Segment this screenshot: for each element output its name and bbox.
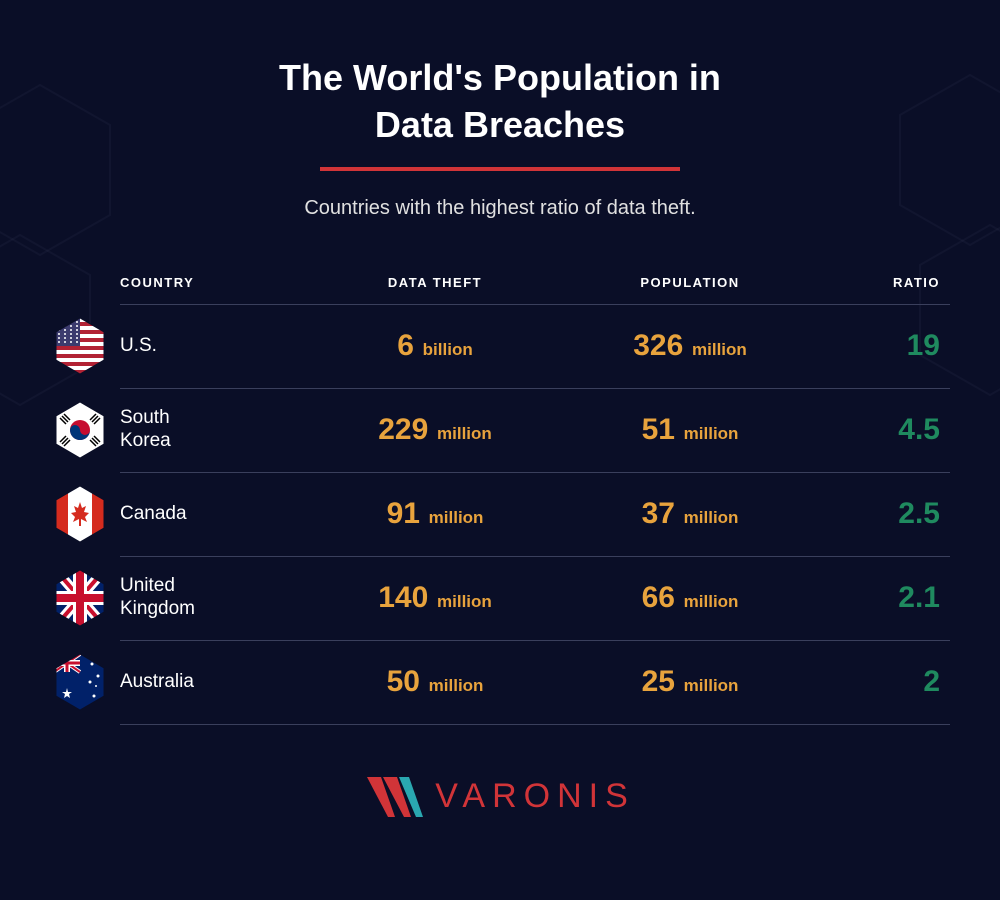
page-title: The World's Population in Data Breaches bbox=[50, 55, 950, 149]
ratio-value: 4.5 bbox=[820, 413, 940, 447]
table-row: SouthKorea229 million51 million4.5 bbox=[120, 389, 950, 473]
country-name: Canada bbox=[120, 503, 310, 526]
table-row: Canada91 million37 million2.5 bbox=[120, 473, 950, 557]
subtitle: Countries with the highest ratio of data… bbox=[50, 197, 950, 220]
col-country: COUNTRY bbox=[120, 275, 310, 290]
title-underline bbox=[320, 167, 680, 171]
brand-logo: VARONIS bbox=[50, 773, 950, 821]
population-value: 66 million bbox=[560, 581, 820, 615]
data-table: COUNTRY DATA THEFT POPULATION RATIO U.S.… bbox=[120, 275, 950, 725]
table-row: Australia50 million25 million2 bbox=[120, 641, 950, 725]
brand-name: VARONIS bbox=[435, 777, 635, 816]
table-header: COUNTRY DATA THEFT POPULATION RATIO bbox=[120, 275, 950, 305]
table-row: UnitedKingdom140 million66 million2.1 bbox=[120, 557, 950, 641]
country-name: U.S. bbox=[120, 335, 310, 358]
population-value: 37 million bbox=[560, 497, 820, 531]
ratio-value: 2.5 bbox=[820, 497, 940, 531]
country-name: UnitedKingdom bbox=[120, 575, 310, 621]
population-value: 326 million bbox=[560, 329, 820, 363]
varonis-logo-icon bbox=[365, 773, 425, 821]
au-flag-icon bbox=[54, 652, 106, 712]
population-value: 51 million bbox=[560, 413, 820, 447]
col-theft: DATA THEFT bbox=[310, 275, 560, 290]
us-flag-icon bbox=[54, 316, 106, 376]
data-theft-value: 140 million bbox=[310, 581, 560, 615]
data-theft-value: 229 million bbox=[310, 413, 560, 447]
data-theft-value: 6 billion bbox=[310, 329, 560, 363]
uk-flag-icon bbox=[54, 568, 106, 628]
ratio-value: 19 bbox=[820, 329, 940, 363]
ca-flag-icon bbox=[54, 484, 106, 544]
country-name: Australia bbox=[120, 671, 310, 694]
col-population: POPULATION bbox=[560, 275, 820, 290]
ratio-value: 2.1 bbox=[820, 581, 940, 615]
data-theft-value: 50 million bbox=[310, 665, 560, 699]
population-value: 25 million bbox=[560, 665, 820, 699]
ratio-value: 2 bbox=[820, 665, 940, 699]
col-ratio: RATIO bbox=[820, 275, 940, 290]
country-name: SouthKorea bbox=[120, 407, 310, 453]
kr-flag-icon bbox=[54, 400, 106, 460]
table-row: U.S.6 billion326 million19 bbox=[120, 305, 950, 389]
data-theft-value: 91 million bbox=[310, 497, 560, 531]
